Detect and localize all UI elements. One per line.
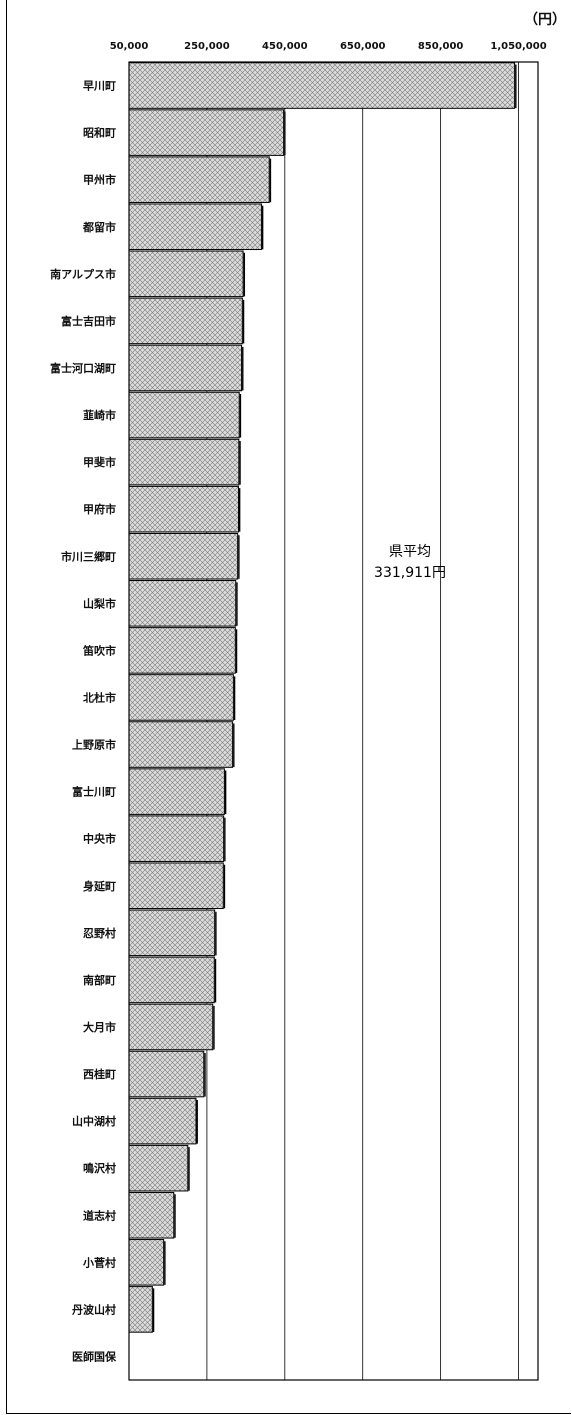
category-label: 甲府市 [83, 502, 116, 516]
bar [128, 391, 240, 439]
category-label: 身延町 [83, 879, 116, 893]
bar [128, 109, 285, 156]
bar [128, 862, 224, 910]
bar [128, 1144, 189, 1192]
category-label: 都留市 [82, 220, 116, 234]
category-label: 丹波山村 [72, 1302, 116, 1316]
gridlines [206, 62, 519, 1380]
average-annotation-title: 県平均 [389, 544, 431, 560]
bar [128, 203, 262, 251]
x-tick-label: 850,000 [418, 41, 464, 52]
chart-frame [6, 0, 571, 1414]
bar [128, 250, 244, 298]
category-label: 富士川町 [72, 785, 116, 799]
average-annotation-value: 331,911円 [374, 565, 446, 581]
category-label: 山中湖村 [72, 1114, 116, 1128]
bar [128, 627, 236, 674]
category-label: 中央市 [83, 832, 116, 846]
x-tick-label: 50,000 [110, 41, 149, 52]
category-label: 富士河口湖町 [50, 361, 116, 375]
bar [128, 344, 243, 392]
bar [128, 721, 234, 768]
x-tick-label: 650,000 [340, 41, 386, 52]
plot-border [128, 61, 539, 1381]
bar [128, 1097, 197, 1145]
category-label: 上野原市 [72, 738, 116, 752]
category-label: 道志村 [83, 1208, 116, 1222]
bar [128, 1050, 205, 1098]
category-label: 南部町 [83, 973, 116, 987]
bar [128, 1191, 175, 1239]
category-label: 医師国保 [72, 1349, 117, 1363]
x-axis-tick-labels: 50,000 250,000 450,000 650,000 850,000 1,050,… [110, 41, 547, 52]
bar [128, 156, 270, 203]
x-tick-label: 1,050,000 [490, 41, 546, 52]
unit-label: （円） [524, 12, 566, 28]
category-label: 甲斐市 [83, 455, 116, 469]
category-label: 富士吉田市 [61, 314, 116, 328]
average-annotation: 県平均 331,911円 [374, 544, 446, 581]
bar [128, 438, 240, 486]
category-label: 南アルプス市 [50, 267, 116, 281]
category-label: 小菅村 [82, 1255, 116, 1269]
bar [128, 768, 225, 815]
category-label: 甲州市 [83, 173, 116, 187]
category-label: 市川三郷町 [61, 549, 116, 563]
bar [128, 815, 225, 862]
bar [128, 909, 216, 957]
bar [128, 1286, 153, 1333]
category-label: 早川町 [83, 80, 116, 93]
bar [128, 956, 215, 1004]
bar [128, 1003, 214, 1051]
category-label: 忍野村 [83, 926, 116, 940]
category-label: 北杜市 [83, 690, 116, 704]
bars [128, 62, 517, 1333]
category-label: 韮崎市 [83, 408, 116, 422]
category-label: 大月市 [83, 1020, 116, 1034]
category-label: 鳴沢村 [83, 1161, 116, 1175]
bar [128, 62, 516, 109]
bar [128, 532, 239, 580]
bar [128, 580, 237, 627]
category-label: 笛吹市 [82, 643, 116, 657]
bar [128, 297, 243, 345]
x-tick-label: 250,000 [184, 41, 230, 52]
category-label: 西桂町 [83, 1067, 116, 1081]
category-label: 山梨市 [83, 596, 116, 610]
category-label: 昭和町 [83, 126, 116, 140]
category-labels: 早川町昭和町甲州市都留市南アルプス市富士吉田市富士河口湖町韮崎市甲斐市甲府市市川… [50, 80, 117, 1364]
bar [128, 674, 234, 721]
x-tick-label: 450,000 [262, 41, 308, 52]
bar [128, 485, 239, 533]
bar [128, 1239, 165, 1286]
